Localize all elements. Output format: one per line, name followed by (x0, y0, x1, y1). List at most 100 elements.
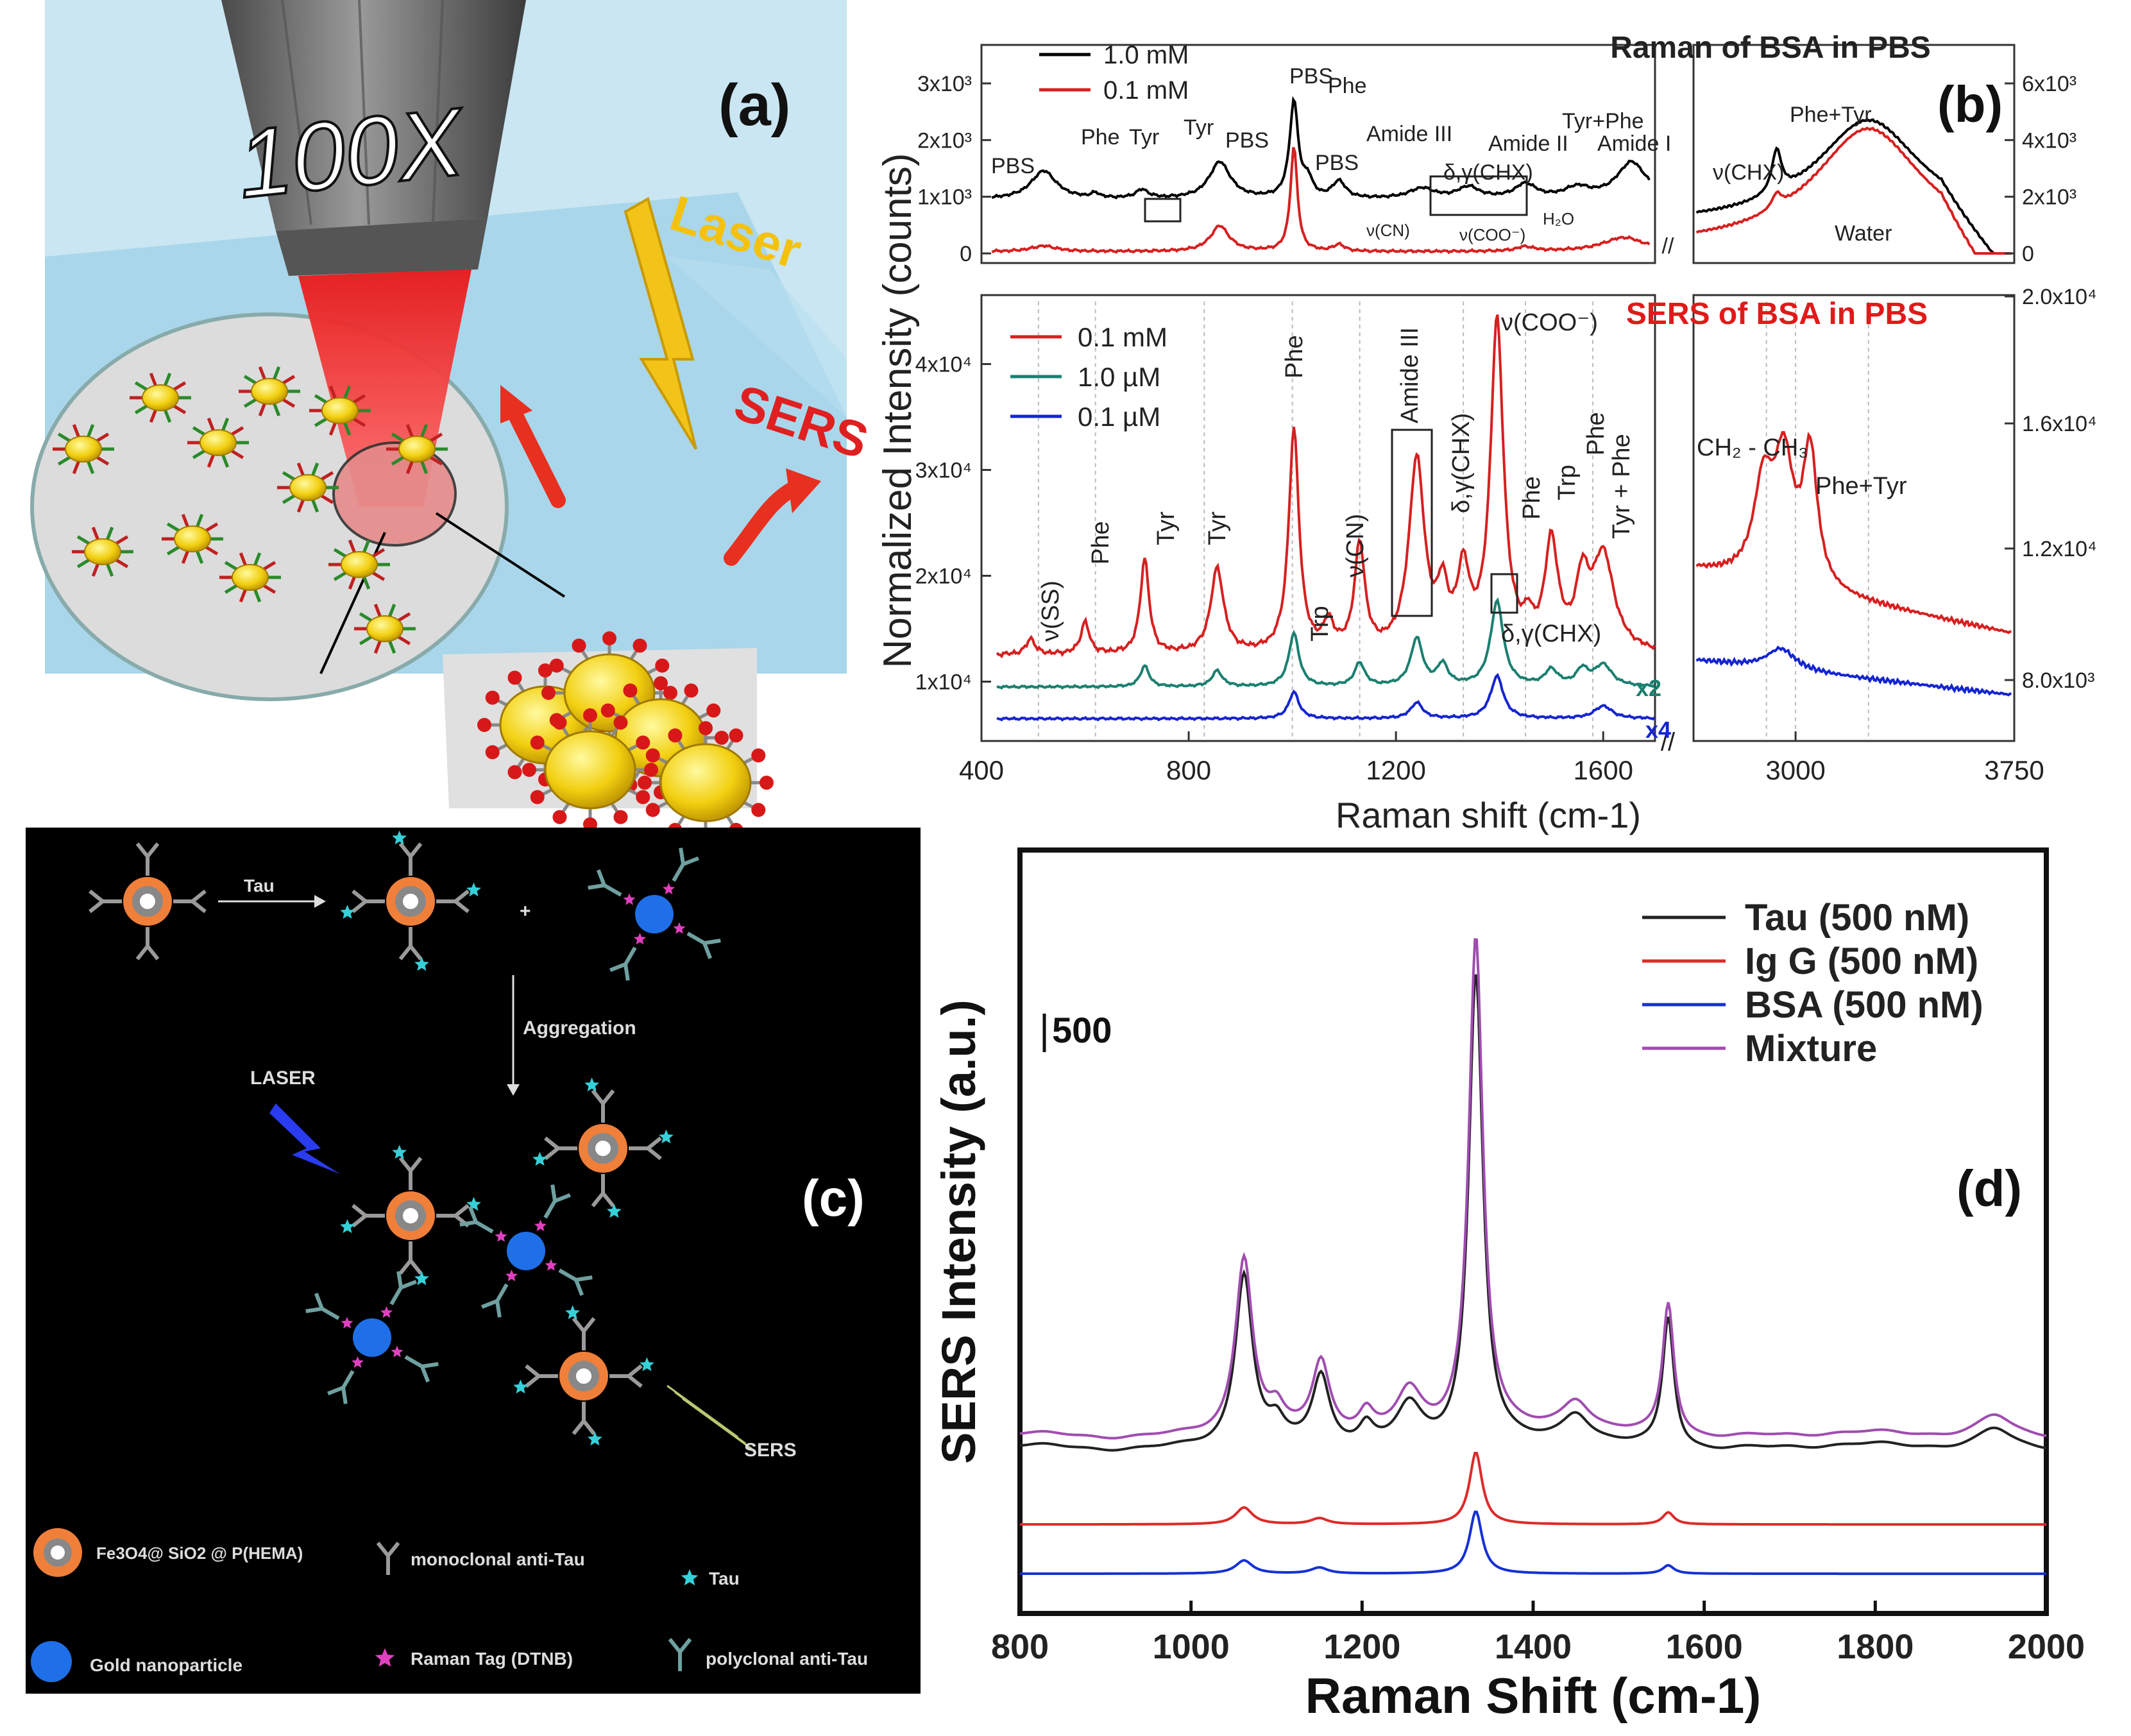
d-legend-label: Mixture (1745, 1028, 1877, 1069)
tau-protein-icon (640, 1357, 654, 1372)
inset-ligand-tip (552, 810, 567, 824)
polyclonal-antibody (543, 1184, 571, 1219)
inset-ligand-tip (530, 735, 545, 750)
monoclonal-antibody (436, 889, 470, 914)
monoclonal-antibody (629, 1136, 662, 1161)
antibody-arm (495, 1300, 502, 1318)
inset-ligand-tip (655, 658, 670, 673)
antibody-arm (572, 1317, 586, 1332)
b-top-frame-right (1692, 44, 2016, 264)
antibody-arm (647, 1146, 662, 1161)
panel-d: 800 1000 1200 1400 1600 1800 2000 SERS Intensi… (932, 847, 2085, 1724)
b-top-annotation: PBS (1289, 64, 1333, 89)
b-gridlines (1037, 302, 1869, 738)
monoclonal-antibody (135, 842, 160, 876)
laser-bolt-icon (624, 196, 697, 450)
antibody-stem (686, 932, 706, 945)
gold-nanoparticle (142, 384, 179, 411)
inset-nanoparticle (541, 631, 677, 754)
inset-ligand-tip (600, 703, 615, 718)
gold-nanoparticle (65, 436, 102, 463)
b-top-annotation: Tyr (1184, 115, 1214, 140)
monoclonal-antibody (572, 1317, 596, 1350)
nanoparticle-cluster (219, 552, 281, 602)
antibody-arm (398, 1259, 412, 1275)
magnetic-bead-core (403, 1208, 418, 1223)
b-bottom-series (996, 314, 2012, 722)
panel-d-label: (d) (1957, 1160, 2022, 1217)
panel-b-label: (b) (1937, 76, 2003, 133)
b-bottom-line-high-0 (1695, 431, 2012, 634)
b-x-tick-label: 3000 (1765, 755, 1825, 785)
inset-ligand-tip (507, 670, 522, 685)
antibody-stem (495, 1283, 509, 1302)
antibody-arm (327, 1386, 344, 1396)
nanoparticle-cluster (187, 418, 249, 468)
antibody-arm (191, 899, 207, 914)
raman-tag-icon (634, 933, 646, 945)
c-legend-fe3o4: Fe3O4@ SiO2 @ P(HEMA) (96, 1544, 303, 1563)
monoclonal-antibody (398, 1241, 423, 1275)
antibody-stem (624, 946, 637, 966)
panel-c-label: (c) (802, 1170, 865, 1227)
b-scale-labels: x2 x4 (1636, 675, 1671, 743)
b-bottom-annotation: Phe (1583, 412, 1609, 455)
b-top-annotation: Water (1835, 221, 1892, 246)
b-top-legend-label: 1.0 mM (1103, 41, 1189, 69)
b-bottom-legend-label: 0.1 mM (1078, 322, 1167, 352)
b-bottom-annotation: Phe (1518, 476, 1545, 520)
panel-a: 100X Laser SERS (a) (30, 0, 875, 844)
inset-nanoparticle (638, 721, 774, 844)
polyclonal-antibody (305, 1293, 340, 1320)
d-x-tick-label: 1800 (1837, 1628, 1914, 1666)
c-legend-tag-icon (375, 1648, 395, 1667)
c-step2-label: Aggregation (523, 1017, 636, 1039)
objective-lens-tip (276, 218, 488, 276)
b-x-tick-label: 400 (959, 755, 1004, 785)
antibody-arm (396, 1271, 403, 1288)
b-bottom-annotation: Tyr + Phe (1608, 434, 1635, 539)
antibody-arm (135, 945, 149, 960)
b-top-annotation: δ,γ(CHX) (1443, 160, 1533, 185)
antibody-arm (191, 889, 207, 903)
antibody-arm (398, 945, 412, 960)
raman-tag-icon (663, 883, 675, 895)
b-y-axis-label: Normalized Intensity (counts) (876, 153, 920, 668)
antibody-stem (603, 883, 622, 897)
tau-protein-icon (414, 957, 429, 971)
d-x-tick-label: 800 (991, 1628, 1049, 1666)
b-top-annotation: Phe (1081, 125, 1120, 149)
d-x-tick-label: 1200 (1323, 1628, 1400, 1666)
b-x-axis-label: Raman shift (cm-1) (1336, 795, 1641, 835)
b-x-tick-label: 1200 (1366, 755, 1425, 785)
d-x-tick-label: 1000 (1153, 1628, 1230, 1666)
raman-tag-icon (380, 1306, 393, 1318)
raman-tag-icon (623, 893, 636, 905)
b-bottom-annotation: Tyr (1204, 511, 1231, 545)
antibody-stem (341, 1370, 355, 1389)
c-legend-tag: Raman Tag (DTNB) (411, 1649, 573, 1669)
monoclonal-antibody (173, 889, 207, 914)
d-x-tick-label: 2000 (2008, 1628, 2085, 1666)
antibody-arm (544, 1136, 559, 1150)
gold-nanoparticle (174, 525, 211, 552)
tau-protein-icon (607, 1204, 622, 1218)
b-bottom-annotation: δ,γ(CHX) (1448, 413, 1475, 513)
nanoparticle-cluster (130, 373, 191, 423)
raman-tag-icon (505, 1270, 518, 1282)
nanoparticle-cluster (309, 386, 371, 436)
inset-ligand-tip (668, 728, 683, 743)
b-top-line-high-0 (1695, 117, 2012, 255)
c-sers-ray (682, 1397, 754, 1451)
inset-nanoparticle (522, 708, 658, 831)
sers-arrow (724, 480, 803, 566)
antibody-arm (682, 856, 699, 866)
raman-tag-icon (391, 1345, 403, 1357)
d-y-axis-label: SERS Intensity (a.u.) (932, 1000, 985, 1464)
scatter-arrow-head (500, 385, 532, 423)
polyclonal-antibody (327, 1370, 355, 1404)
inset-ligand-tip (530, 790, 545, 804)
antibody-stem (321, 1307, 340, 1320)
gold-nanoparticle (507, 1232, 545, 1270)
